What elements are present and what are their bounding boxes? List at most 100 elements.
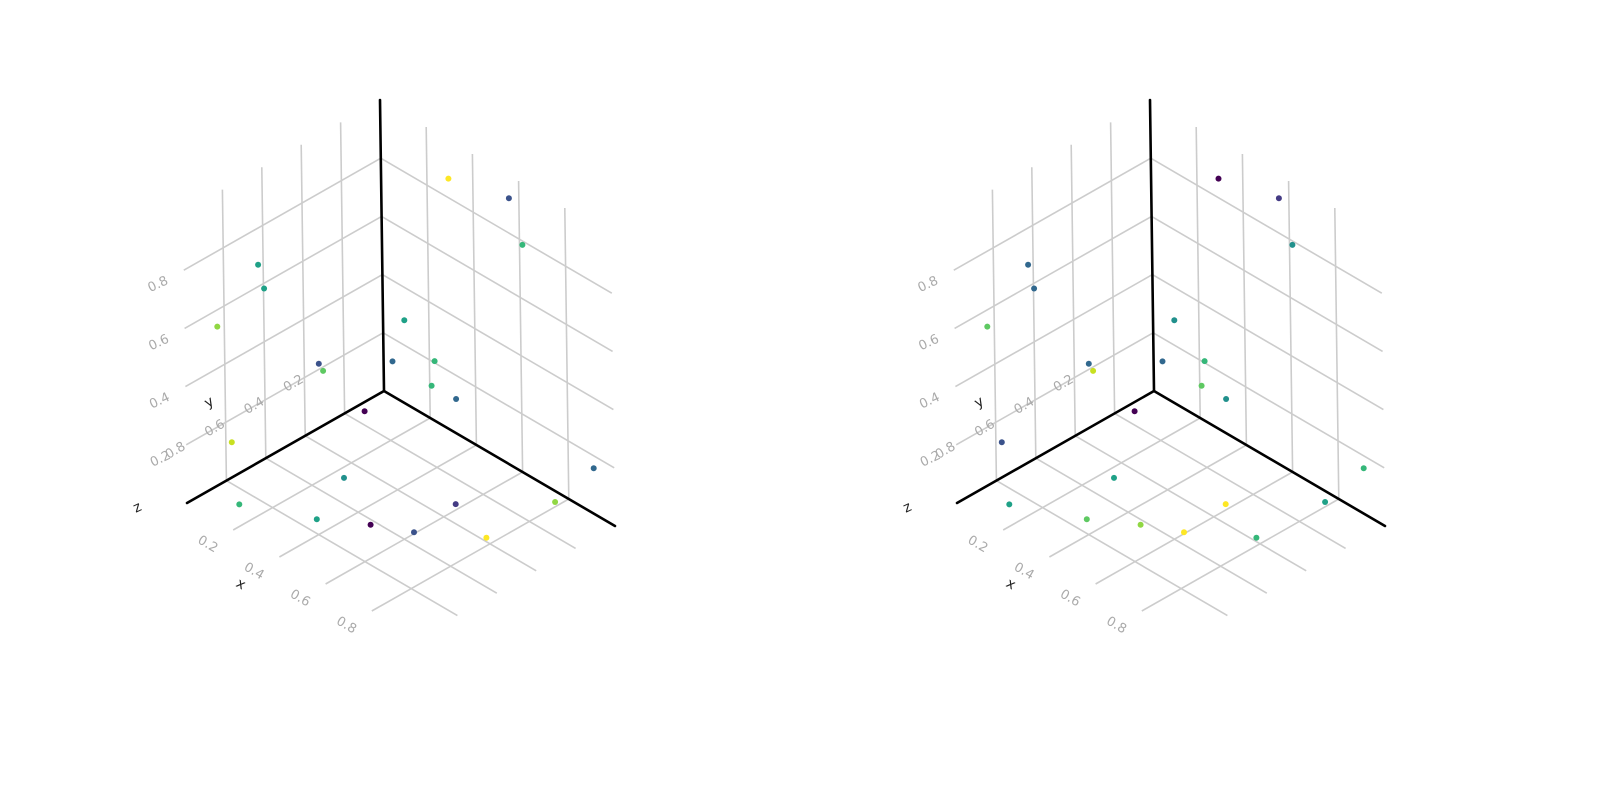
gridline-z-wall-y (955, 273, 1153, 388)
scatter-point (445, 175, 452, 182)
gridline-x-wall (517, 180, 524, 473)
gridline-z-wall-y (954, 215, 1152, 330)
scatter-point (453, 396, 460, 402)
y-axis-label: y (202, 393, 217, 411)
axis-names: x y z (131, 393, 249, 593)
gridline-z-wall-y (185, 332, 384, 446)
gridline-z-wall-x (381, 215, 614, 353)
scatter-point (1198, 382, 1205, 389)
scatter-point (411, 529, 417, 536)
gridline-y-floor (265, 457, 498, 594)
scatter-point (1215, 175, 1222, 182)
scatter-point (1360, 465, 1367, 472)
z-tick-label: 0.6 (916, 332, 941, 354)
x-tick-label: 0.6 (287, 587, 312, 610)
scatter-point (320, 367, 327, 374)
scatter-point (483, 534, 490, 541)
z-tick-label: 0.4 (147, 390, 172, 412)
x-axis-line (1152, 389, 1387, 528)
scatter-point (1222, 501, 1229, 508)
y-axis-label: y (972, 393, 987, 411)
gridline-y-floor (304, 435, 537, 572)
scatter-point (1090, 367, 1097, 374)
gridline-z-wall-x (1151, 273, 1384, 411)
scatter-point (367, 521, 374, 528)
y-tick-label: 0.6 (972, 417, 997, 440)
scatter-point (228, 439, 235, 446)
x-tick-label: 0.2 (195, 533, 220, 556)
scatter-point (1025, 261, 1032, 268)
gridline-z-wall-y (185, 273, 383, 388)
z-axis-label: z (131, 499, 144, 517)
scatter-point (1006, 501, 1013, 508)
gridline-z-wall-x (1151, 215, 1384, 353)
scatter-point (1253, 534, 1260, 541)
gridline-z-wall-y (183, 157, 382, 271)
gridline-y-wall (261, 167, 267, 459)
gridline-x-wall (471, 153, 478, 446)
z-tick-label: 0.4 (917, 390, 942, 412)
gridline-y-floor (1035, 457, 1268, 594)
z-tick-label: 0.6 (146, 332, 171, 354)
y-tick-label: 0.6 (202, 417, 227, 440)
y-axis-line (955, 389, 1156, 505)
scatter-point (255, 261, 262, 268)
scatter-point (261, 285, 268, 292)
scatter-point (984, 323, 991, 330)
scatter-point (401, 317, 408, 324)
scatter-point (1159, 358, 1166, 365)
y-tick-label: 0.2 (1051, 372, 1076, 395)
gridline-z-wall-x (1150, 157, 1383, 294)
scatter-point (1223, 396, 1230, 402)
scatter-point (389, 358, 396, 365)
scatter-point (1289, 241, 1296, 248)
gridline-z-wall-x (380, 157, 613, 294)
gridline-x-floor (1095, 471, 1293, 585)
gridline-x-floor (1002, 417, 1201, 531)
gridline-y-floor (225, 479, 458, 617)
grid (183, 122, 615, 617)
gridline-y-wall (1031, 167, 1037, 459)
points (984, 175, 1367, 541)
gridline-y-floor (995, 479, 1228, 617)
scatter-point (590, 465, 597, 472)
x-tick-label: 0.2 (965, 533, 990, 556)
gridline-y-wall (1070, 144, 1076, 436)
gridline-x-wall (1334, 207, 1340, 500)
axes (185, 98, 617, 528)
x-tick-label: 0.8 (1103, 614, 1128, 637)
scatter-point (1201, 358, 1208, 365)
gridline-x-wall (1241, 153, 1248, 446)
grid (953, 122, 1385, 617)
x-tick-label: 0.6 (1057, 587, 1082, 610)
gridline-x-floor (371, 498, 570, 612)
gridline-z-wall-y (184, 215, 382, 330)
scatter-point (1083, 516, 1090, 523)
scatter-point (998, 439, 1005, 446)
scatter-point (505, 195, 512, 202)
gridline-z-wall-x (382, 332, 615, 469)
scatter-point (552, 499, 559, 505)
gridline-z-wall-x (381, 273, 614, 411)
scatter-point (1275, 195, 1282, 202)
z-axis-label: z (901, 499, 914, 517)
scatter-point (313, 516, 320, 523)
scatter-point (214, 323, 221, 330)
scatter-point (315, 360, 322, 367)
gridline-y-wall (300, 144, 306, 436)
z-tick-label: 0.8 (916, 274, 941, 296)
y-axis-line (185, 389, 386, 505)
gridline-y-wall (991, 189, 998, 481)
scatter-point (1181, 529, 1187, 536)
gridline-z-wall-x (1152, 332, 1385, 469)
gridline-x-floor (325, 471, 523, 585)
scatter-point (1171, 317, 1178, 324)
gridline-x-floor (279, 444, 477, 558)
scatter-point (236, 501, 243, 508)
y-tick-label: 0.4 (242, 394, 267, 417)
scatter-point (431, 358, 438, 365)
gridline-y-floor (1114, 412, 1347, 550)
gridline-y-wall (1109, 122, 1116, 414)
